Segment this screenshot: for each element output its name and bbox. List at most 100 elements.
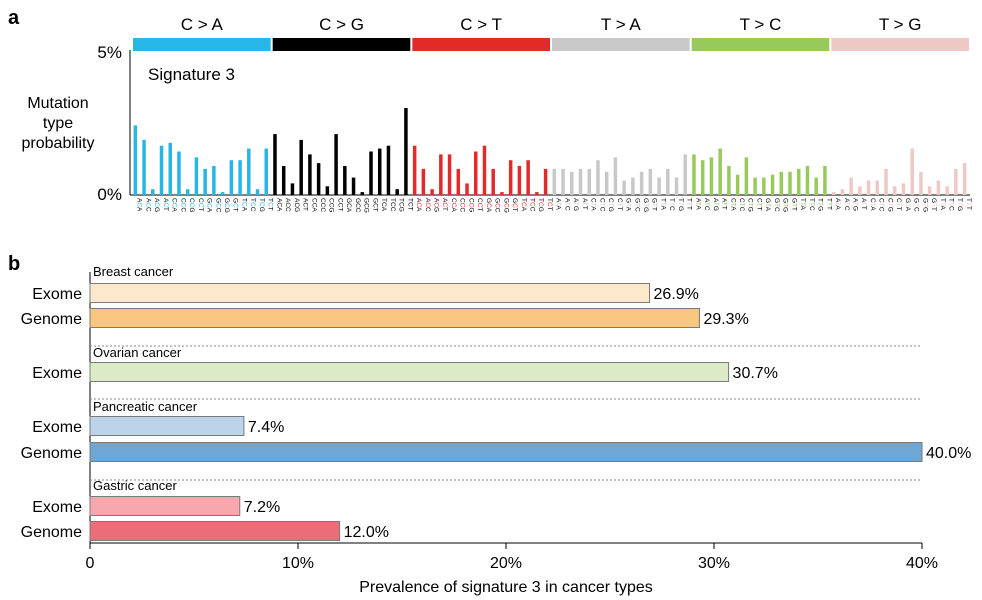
signature-bar xyxy=(508,160,513,195)
signature-bar xyxy=(875,180,880,195)
context-tick-label: GTA xyxy=(904,198,911,212)
group-color-bar xyxy=(272,38,411,51)
signature-bar xyxy=(482,145,487,195)
signature-bar xyxy=(159,145,164,195)
context-tick-label: ACG xyxy=(432,198,439,212)
signature-bar xyxy=(570,171,574,195)
context-tick-label: TTG xyxy=(956,198,963,211)
signature-bar xyxy=(936,180,941,195)
bar-value-label: 29.3% xyxy=(703,311,748,328)
signature-bar xyxy=(194,157,199,195)
context-tick-label: TCT xyxy=(546,198,553,211)
prevalence-bar xyxy=(89,416,245,436)
context-tick-label: CTG xyxy=(886,198,893,212)
x-tick-label: 20% xyxy=(490,555,522,572)
group-color-bar xyxy=(133,38,271,51)
context-tick-label: TTG xyxy=(817,198,824,211)
signature-bar xyxy=(238,160,242,195)
signature-bar xyxy=(325,186,330,195)
bar-category-label: Exome xyxy=(32,499,82,516)
signature-bar xyxy=(561,168,565,195)
bar-value-label: 30.7% xyxy=(733,365,778,382)
context-tick-label: ACA xyxy=(136,198,143,212)
signature-bar xyxy=(168,142,172,195)
signature-bar xyxy=(264,148,269,195)
context-tick-label: ATC xyxy=(843,198,850,211)
context-tick-label: CTT xyxy=(755,198,762,211)
signature-bar xyxy=(299,139,303,195)
context-tick-label: ATT xyxy=(721,198,728,210)
signature-bar xyxy=(893,186,897,195)
context-tick-label: GTG xyxy=(642,198,649,212)
signature-bar xyxy=(770,174,775,195)
signature-bar xyxy=(901,183,906,195)
signature-bar xyxy=(631,177,635,195)
signature-bar xyxy=(840,189,845,195)
x-tick-label: 40% xyxy=(906,555,938,572)
context-tick-label: CTG xyxy=(747,198,754,212)
prevalence-bar xyxy=(89,362,730,382)
signature-bar xyxy=(369,151,373,195)
signature-bar xyxy=(927,186,932,195)
context-tick-label: CCC xyxy=(319,198,326,212)
signature-bar xyxy=(281,166,286,195)
context-tick-label: GTA xyxy=(625,198,632,212)
signature-bar xyxy=(735,174,740,195)
context-tick-label: TTT xyxy=(686,198,693,210)
signature-bar xyxy=(465,183,469,195)
context-tick-label: TCC xyxy=(249,198,256,212)
context-tick-label: GTG xyxy=(921,198,928,212)
signature-bar xyxy=(177,151,181,195)
context-tick-label: TTC xyxy=(668,198,675,211)
context-tick-label: GTC xyxy=(773,198,780,212)
context-tick-label: ATT xyxy=(581,198,588,210)
context-tick-label: TCA xyxy=(520,198,527,212)
context-tick-label: GCC xyxy=(354,198,361,213)
x-tick-label: 30% xyxy=(698,555,730,572)
context-tick-label: TCA xyxy=(240,198,247,212)
signature-bar xyxy=(500,192,504,195)
signature-bar xyxy=(788,171,792,195)
x-tick-label: 10% xyxy=(282,555,314,572)
signature-bar xyxy=(674,177,679,195)
context-tick-label: GCA xyxy=(485,198,492,213)
context-tick-label: ATC xyxy=(563,198,570,211)
context-tick-label: ACG xyxy=(293,198,300,212)
signature-bar xyxy=(849,177,853,195)
signature-bar xyxy=(692,154,696,195)
context-tick-label: CTT xyxy=(895,198,902,211)
signature-bar xyxy=(229,160,234,195)
context-tick-label: GTT xyxy=(930,198,937,211)
context-tick-label: CCC xyxy=(459,198,466,212)
context-tick-label: ATA xyxy=(834,198,841,210)
signature-bar xyxy=(474,151,478,195)
signature-bar xyxy=(203,168,207,195)
prevalence-bar xyxy=(89,521,341,541)
signature-bar xyxy=(604,171,609,195)
context-tick-label: GTC xyxy=(633,198,640,212)
prevalence-bars: Breast cancer Exome 26.9% Genome 29.3% Ovaria… xyxy=(21,264,972,572)
signature-bar xyxy=(823,166,827,195)
context-tick-label: ATA xyxy=(694,198,701,210)
signature-bar xyxy=(762,177,766,195)
signature-bar xyxy=(779,171,784,195)
context-tick-label: TCA xyxy=(380,198,387,212)
group-label: T > G xyxy=(879,15,922,34)
context-tick-label: ACG xyxy=(153,198,160,212)
signature-bar xyxy=(814,177,818,195)
context-tick-label: GCG xyxy=(363,198,370,213)
context-tick-label: CCG xyxy=(467,198,474,212)
prevalence-bar xyxy=(89,496,241,516)
context-tick-label: GCC xyxy=(214,198,221,213)
context-tick-label: CCA xyxy=(450,198,457,212)
context-tick-label: CCA xyxy=(310,198,317,212)
group-color-bar xyxy=(691,38,830,51)
signature-bar xyxy=(648,168,653,195)
signature-bar xyxy=(657,177,661,195)
context-tick-label: TCG xyxy=(398,198,405,212)
signature-bar xyxy=(727,166,731,195)
context-tick-label: GCT xyxy=(371,198,378,212)
context-tick-label: GCT xyxy=(511,198,518,212)
